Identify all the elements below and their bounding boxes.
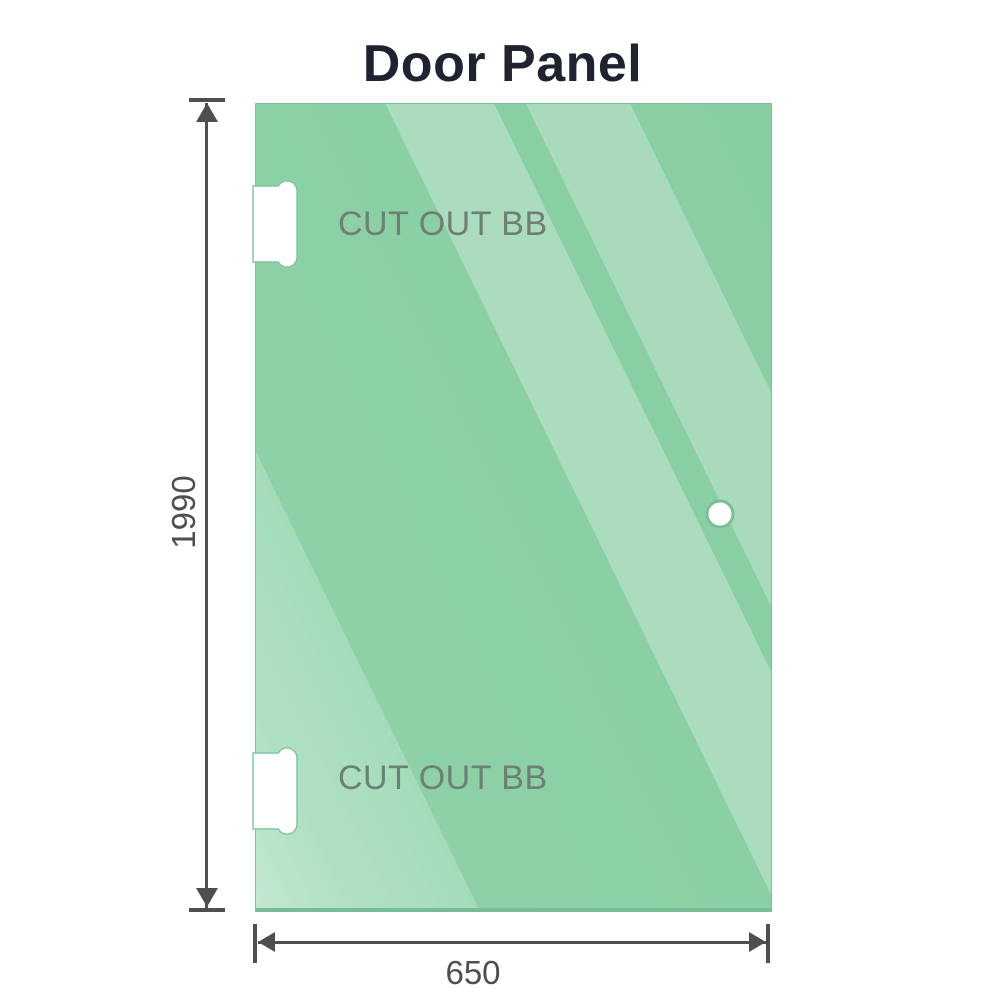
height-dim-bottom-cap: [189, 908, 225, 912]
width-dim-value: 650: [445, 954, 501, 991]
height-dim-value: 1990: [165, 475, 202, 549]
height-dim-arrow-down-icon: [196, 888, 218, 907]
width-dim-right-cap: [766, 924, 770, 963]
width-dim-arrow-right-icon: [749, 932, 766, 952]
cutout-label-bottom: CUT OUT BB: [338, 759, 548, 797]
page-title: Door Panel: [362, 35, 643, 93]
height-dim-line: [205, 103, 208, 909]
height-dim-top-cap: [189, 98, 225, 102]
glass-panel: CUT OUT BB CUT OUT BB: [252, 103, 772, 912]
width-dim-left-cap: [253, 924, 257, 963]
hinge-cutout-top-icon: [252, 180, 298, 268]
cutout-label-top: CUT OUT BB: [338, 205, 548, 243]
hinge-cutout-bottom-icon: [252, 747, 298, 835]
width-dim-line: [258, 941, 768, 944]
panel-features: [252, 180, 735, 835]
handle-hole-icon: [705, 499, 735, 529]
